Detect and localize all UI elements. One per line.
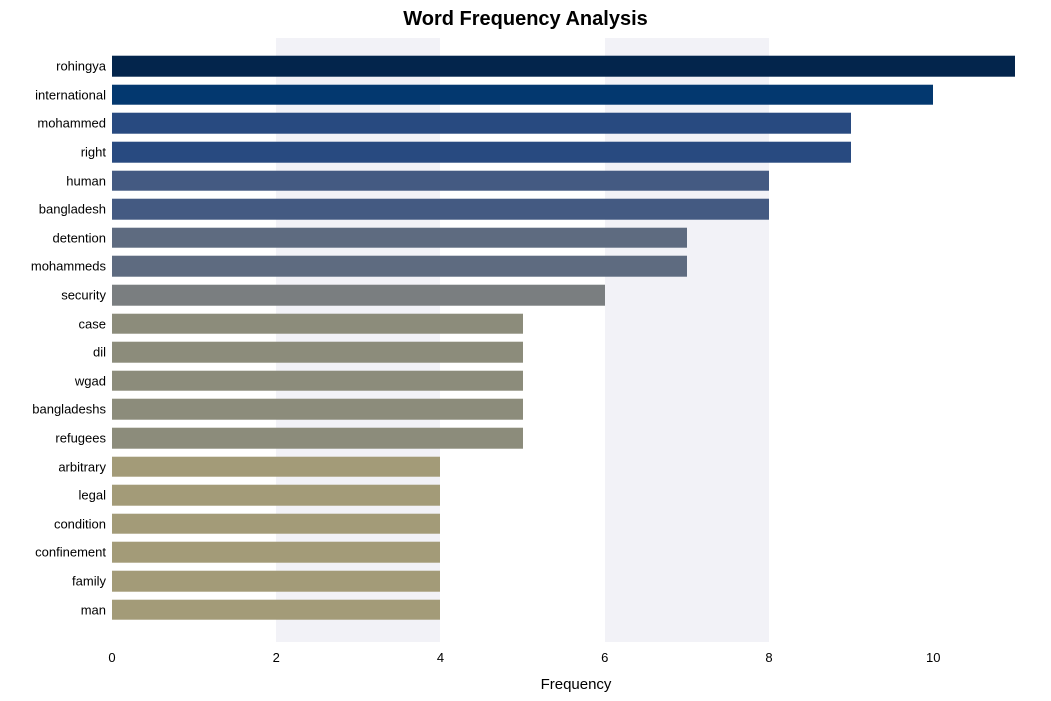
y-tick-label: refugees <box>55 431 112 446</box>
bar-row: mohammed <box>112 109 1040 138</box>
y-tick-label: condition <box>54 516 112 531</box>
y-tick-label: dil <box>93 345 112 360</box>
y-tick-label: confinement <box>35 545 112 560</box>
bar <box>112 542 440 563</box>
bar-row: confinement <box>112 538 1040 567</box>
bar-row: bangladesh <box>112 195 1040 224</box>
bar-row: security <box>112 281 1040 310</box>
bar-row: case <box>112 309 1040 338</box>
bar <box>112 371 523 392</box>
bar <box>112 399 523 420</box>
y-tick-label: mohammeds <box>31 259 112 274</box>
bar-row: wgad <box>112 367 1040 396</box>
bar <box>112 599 440 620</box>
bar <box>112 85 933 106</box>
y-tick-label: wgad <box>75 373 112 388</box>
chart-title: Word Frequency Analysis <box>0 8 1051 31</box>
x-tick-label: 0 <box>108 642 115 665</box>
bar-row: arbitrary <box>112 452 1040 481</box>
bar <box>112 142 851 163</box>
bar-row: condition <box>112 510 1040 539</box>
bar-row: human <box>112 166 1040 195</box>
bar <box>112 485 440 506</box>
bar-row: dil <box>112 338 1040 367</box>
bar-row: mohammeds <box>112 252 1040 281</box>
bar <box>112 256 687 277</box>
bar <box>112 313 523 334</box>
bar <box>112 170 769 191</box>
bar <box>112 113 851 134</box>
y-tick-label: human <box>66 173 112 188</box>
bar-row: right <box>112 138 1040 167</box>
bar <box>112 285 605 306</box>
y-tick-label: security <box>61 288 112 303</box>
y-tick-label: bangladesh <box>39 202 112 217</box>
y-tick-label: right <box>81 145 112 160</box>
y-tick-label: detention <box>53 230 113 245</box>
bar-row: refugees <box>112 424 1040 453</box>
bar <box>112 342 523 363</box>
x-tick-label: 4 <box>437 642 444 665</box>
bar-row: rohingya <box>112 52 1040 81</box>
y-tick-label: international <box>35 87 112 102</box>
y-tick-label: family <box>72 574 112 589</box>
x-tick-label: 8 <box>765 642 772 665</box>
bar <box>112 228 687 249</box>
bar <box>112 56 1015 77</box>
x-tick-label: 2 <box>273 642 280 665</box>
bar <box>112 456 440 477</box>
y-tick-label: bangladeshs <box>32 402 112 417</box>
y-tick-label: rohingya <box>56 59 112 74</box>
bar <box>112 571 440 592</box>
bar-row: man <box>112 595 1040 624</box>
y-tick-label: case <box>79 316 112 331</box>
plot-area: Frequency 0246810rohingyainternationalmo… <box>112 38 1040 642</box>
y-tick-label: man <box>81 602 112 617</box>
x-tick-label: 10 <box>926 642 940 665</box>
bar <box>112 199 769 220</box>
bar <box>112 514 440 535</box>
y-tick-label: mohammed <box>37 116 112 131</box>
bar-row: international <box>112 81 1040 110</box>
chart-container: Word Frequency Analysis Frequency 024681… <box>0 0 1051 701</box>
bar-row: bangladeshs <box>112 395 1040 424</box>
x-tick-label: 6 <box>601 642 608 665</box>
bar-row: detention <box>112 224 1040 253</box>
bar-row: family <box>112 567 1040 596</box>
y-tick-label: arbitrary <box>58 459 112 474</box>
bar <box>112 428 523 449</box>
y-tick-label: legal <box>79 488 112 503</box>
bar-row: legal <box>112 481 1040 510</box>
